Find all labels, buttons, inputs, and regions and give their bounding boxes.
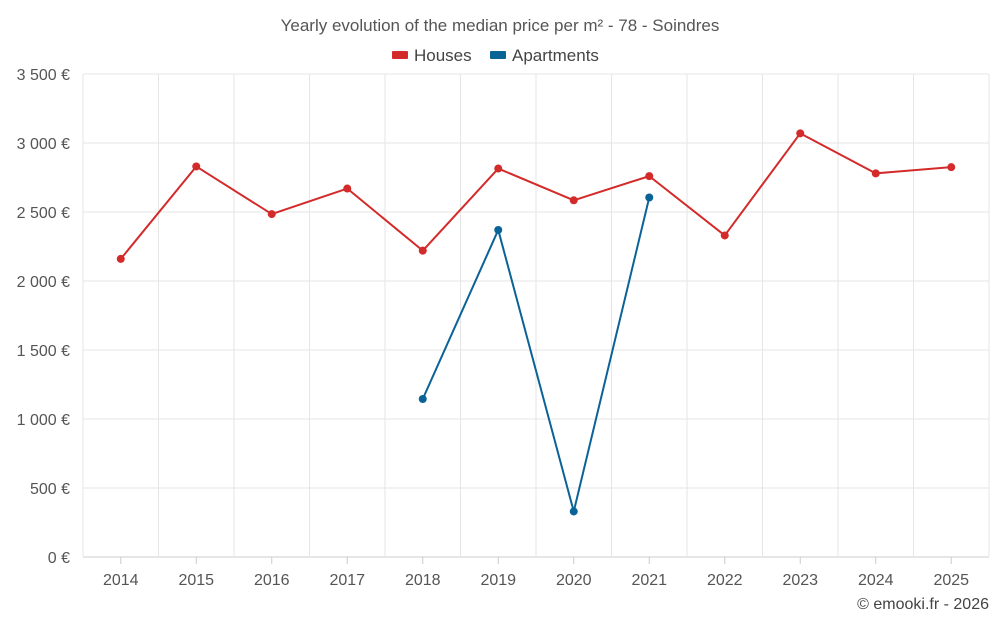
data-point-apartments[interactable] [645,193,654,202]
y-tick-label: 1 500 € [17,343,70,360]
y-tick-label: 3 000 € [17,136,70,153]
x-tick-label: 2015 [178,572,214,589]
legend-item-houses[interactable]: Houses [392,46,472,65]
data-point-houses[interactable] [720,231,729,240]
data-point-houses[interactable] [494,164,503,173]
chart-title: Yearly evolution of the median price per… [281,16,720,35]
credit-text: © emooki.fr - 2026 [857,596,989,613]
legend-swatch-apartments [490,51,506,59]
x-tick-label: 2021 [631,572,667,589]
data-point-houses[interactable] [569,196,578,205]
x-tick-label: 2024 [858,572,894,589]
y-tick-label: 500 € [30,481,70,498]
data-point-houses[interactable] [871,169,880,178]
x-tick-label: 2025 [933,572,969,589]
data-point-houses[interactable] [343,184,352,193]
data-point-houses[interactable] [192,162,201,171]
series-line-houses [119,132,952,260]
series-group [116,129,956,516]
legend-label-houses: Houses [414,46,472,65]
data-point-apartments[interactable] [494,225,503,234]
x-tick-label: 2020 [556,572,592,589]
y-tick-label: 2 500 € [17,205,70,222]
legend-swatch-houses [392,51,408,59]
x-tick-label: 2023 [782,572,818,589]
data-point-houses[interactable] [418,246,427,255]
y-tick-label: 2 000 € [17,274,70,291]
grid [82,73,990,558]
y-tick-label: 3 500 € [17,67,70,84]
data-point-houses[interactable] [267,210,276,219]
x-axis: 2014 2015 2016 2017 2018 2019 2020 2021 2022 2023… [103,557,969,589]
legend-item-apartments[interactable]: Apartments [490,46,599,65]
data-point-apartments[interactable] [418,394,427,403]
series-line-apartments [421,197,651,513]
x-tick-label: 2018 [405,572,441,589]
y-axis: 0 € 500 € 1 000 € 1 500 € 2 000 € 2 500 € 3 00… [17,67,70,567]
x-tick-label: 2022 [707,572,743,589]
x-tick-label: 2019 [480,572,516,589]
legend-label-apartments: Apartments [512,46,599,65]
legend[interactable]: Houses Apartments [392,46,599,65]
data-point-apartments[interactable] [569,507,578,516]
x-tick-label: 2016 [254,572,290,589]
x-tick-label: 2014 [103,572,139,589]
y-tick-label: 0 € [48,550,70,567]
data-point-houses[interactable] [796,129,805,138]
x-tick-label: 2017 [329,572,365,589]
data-point-houses[interactable] [947,163,956,172]
data-point-houses[interactable] [116,254,125,263]
y-tick-label: 1 000 € [17,412,70,429]
data-point-houses[interactable] [645,172,654,181]
